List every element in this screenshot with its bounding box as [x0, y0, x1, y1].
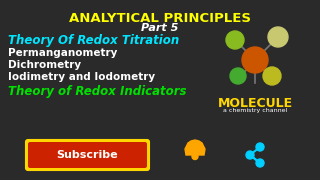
Circle shape	[256, 159, 264, 167]
Circle shape	[246, 151, 254, 159]
Text: Theory of Redox Indicators: Theory of Redox Indicators	[8, 85, 187, 98]
FancyBboxPatch shape	[28, 142, 147, 168]
Circle shape	[242, 47, 268, 73]
Circle shape	[268, 27, 288, 47]
Circle shape	[192, 154, 198, 159]
Text: Part 5: Part 5	[141, 23, 179, 33]
Text: MOLECULE: MOLECULE	[217, 97, 292, 110]
Text: Iodimetry and Iodometry: Iodimetry and Iodometry	[8, 72, 155, 82]
Polygon shape	[185, 140, 205, 155]
Text: Subscribe: Subscribe	[57, 150, 118, 160]
Text: Theory Of Redox Titration: Theory Of Redox Titration	[8, 34, 179, 47]
Text: a chemistry channel: a chemistry channel	[223, 108, 287, 113]
Circle shape	[230, 68, 246, 84]
Text: Permanganometry: Permanganometry	[8, 48, 117, 58]
Text: Dichrometry: Dichrometry	[8, 60, 81, 70]
Text: ANALYTICAL PRINCIPLES: ANALYTICAL PRINCIPLES	[69, 12, 251, 25]
Circle shape	[256, 143, 264, 151]
Circle shape	[263, 67, 281, 85]
FancyBboxPatch shape	[26, 140, 149, 170]
Circle shape	[226, 31, 244, 49]
